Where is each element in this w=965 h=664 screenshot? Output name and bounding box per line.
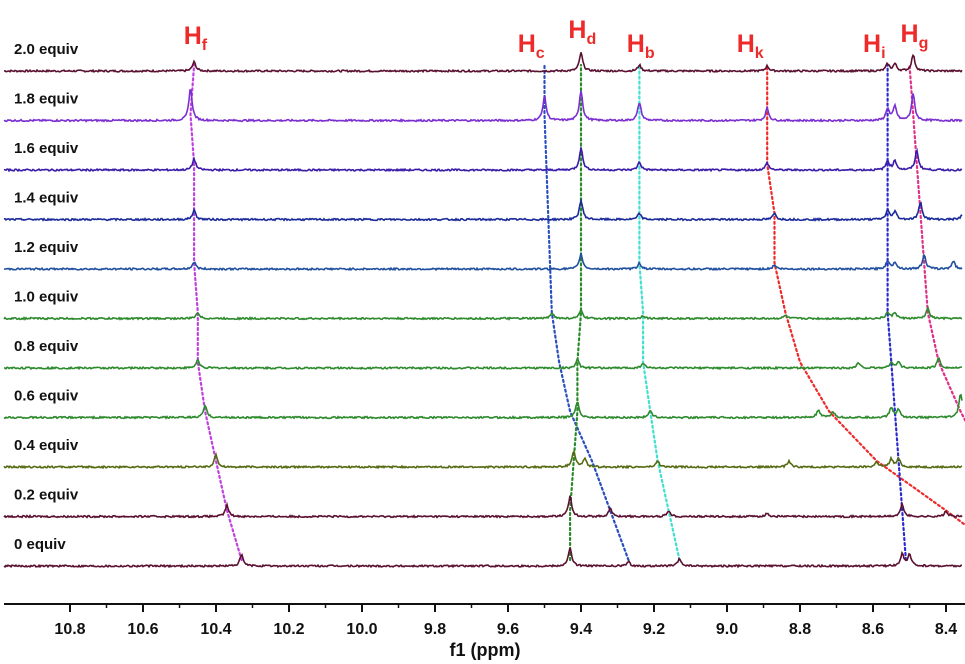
spectrum-trace [3, 89, 963, 123]
tracking-line [638, 63, 681, 562]
peak-labels: HfHcHdHbHkHiHgH4Hl [184, 16, 929, 62]
x-tick-label: 10.0 [346, 621, 377, 638]
x-tick-label: 9.2 [643, 621, 665, 638]
x-axis-ticks: 10.8 10.6 10.4 10.2 10.0 9.8 9.6 9.4 9.2 9.0 8.8 8.… [54, 604, 957, 638]
peak-label: Hf [184, 22, 208, 54]
peak-label: Hi [863, 30, 886, 62]
spectrum-trace [3, 305, 963, 321]
spectrum-trace [3, 547, 963, 569]
tracking-line [189, 63, 243, 562]
equiv-label: 2.0 equiv [14, 41, 79, 58]
equiv-label: 0.8 equiv [14, 338, 79, 355]
x-tick-label: 9.0 [716, 621, 738, 638]
peak-label: Hg [901, 20, 929, 52]
x-tick-label: 9.6 [497, 621, 519, 638]
x-tick-label: 9.8 [424, 621, 446, 638]
x-axis: 10.8 10.6 10.4 10.2 10.0 9.8 9.6 9.4 9.2 9.0 8.8 8.… [4, 603, 965, 660]
tracking-line [886, 63, 907, 562]
spectrum-trace [3, 253, 963, 272]
peak-label: Hd [568, 16, 596, 48]
equiv-label: 1.6 equiv [14, 140, 79, 157]
spectrum-trace [3, 449, 963, 470]
spectrum-trace [3, 52, 963, 74]
equiv-label: 0 equiv [14, 536, 66, 553]
x-tick-label: 8.6 [862, 621, 884, 638]
equiv-label: 1.2 equiv [14, 239, 79, 256]
equiv-label: 0.6 equiv [14, 388, 79, 405]
equiv-label: 1.8 equiv [14, 91, 79, 108]
x-axis-title: f1 (ppm) [450, 640, 521, 660]
x-tick-label: 9.4 [570, 621, 592, 638]
spectrum-trace [3, 393, 963, 420]
spectra-traces [3, 52, 963, 569]
equiv-label: 1.0 equiv [14, 289, 79, 306]
tracking-line [908, 63, 965, 423]
x-tick-label: 8.8 [789, 621, 811, 638]
peak-label: Hb [627, 30, 655, 62]
tracking-line [766, 63, 965, 527]
x-tick-label: 10.8 [54, 621, 85, 638]
tracking-lines [189, 63, 965, 562]
x-tick-label: 10.6 [127, 621, 158, 638]
equiv-label: 0.2 equiv [14, 487, 79, 504]
x-tick-label: 8.4 [935, 621, 957, 638]
spectrum-trace [3, 495, 963, 519]
spectrum-trace [3, 357, 963, 371]
peak-label: Hk [737, 30, 764, 62]
equiv-label: 0.4 equiv [14, 437, 79, 454]
spectrum-trace [3, 197, 963, 222]
spectrum-trace [3, 145, 963, 173]
tracking-line [543, 63, 630, 562]
equiv-label: 1.4 equiv [14, 190, 79, 207]
equiv-labels: 2.0 equiv 1.8 equiv 1.6 equiv 1.4 equiv 1.2 … [14, 41, 79, 553]
x-tick-label: 10.2 [273, 621, 304, 638]
peak-label: Hc [518, 30, 545, 62]
x-tick-label: 10.4 [200, 621, 231, 638]
